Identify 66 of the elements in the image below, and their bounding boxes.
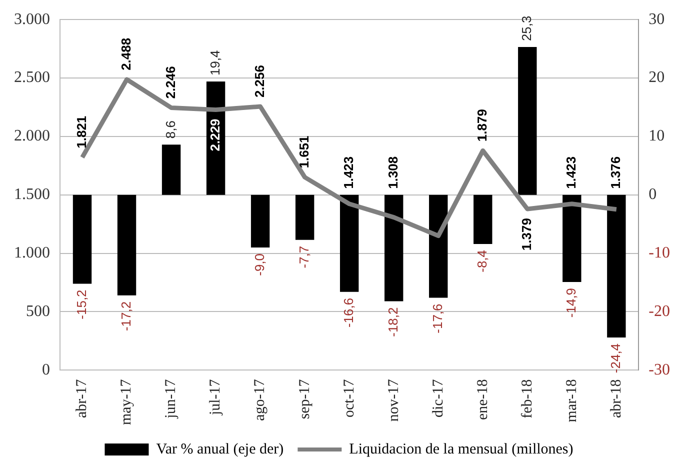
y-tick-label: 1.500 — [14, 186, 50, 204]
bar — [72, 194, 92, 284]
data-label: -17,2 — [118, 301, 134, 332]
data-label: 1.821 — [74, 116, 89, 148]
bar — [117, 194, 136, 296]
y-tick-label: 3.000 — [14, 10, 50, 28]
legend-label: Liquidacion de la mensual (millones) — [349, 441, 574, 458]
y2-tick-label: 30 — [648, 10, 665, 28]
x-tick-label: nov-17 — [386, 378, 402, 422]
data-label: -18,2 — [385, 307, 400, 337]
x-tick-label: may-17 — [118, 378, 135, 426]
x-tick-label: ago-17 — [252, 378, 268, 421]
y-tick-label: 2.500 — [14, 69, 50, 86]
data-label: 1.423 — [563, 156, 578, 189]
bar — [429, 194, 448, 298]
x-tick-label: ene-18 — [474, 379, 491, 420]
data-label: 1.423 — [340, 156, 356, 189]
x-tick-label: sep-17 — [296, 378, 313, 420]
data-label: 8,6 — [162, 120, 178, 139]
bar — [162, 144, 181, 195]
y2-tick-label: 0 — [648, 186, 657, 204]
data-label: 2.256 — [252, 64, 267, 98]
data-label: -15,2 — [74, 290, 89, 320]
bar — [562, 194, 582, 282]
y2-tick-label: -30 — [648, 361, 670, 378]
y-tick-label: 500 — [26, 302, 50, 320]
data-label: 1.651 — [296, 136, 312, 168]
data-label: -17,6 — [430, 304, 445, 334]
data-label: 25,3 — [518, 16, 534, 42]
bar — [340, 194, 359, 292]
data-label: 1.379 — [518, 218, 534, 251]
data-label: -14,9 — [563, 288, 578, 318]
y2-tick-label: 20 — [648, 69, 665, 86]
bar — [518, 47, 537, 195]
bar — [384, 194, 404, 302]
data-label: -7,7 — [296, 246, 312, 268]
data-label: 1.879 — [474, 109, 490, 142]
data-label: 1.308 — [385, 156, 400, 189]
y-tick-label: 2.000 — [14, 128, 50, 145]
bar — [474, 194, 492, 244]
x-tick-label: jul-17 — [208, 378, 224, 416]
data-label: -8,4 — [474, 250, 490, 272]
x-tick-label: oct-17 — [341, 378, 358, 418]
data-label: 2.246 — [162, 66, 178, 99]
x-tick-label: abr-18 — [608, 379, 624, 418]
x-tick-label: abr-17 — [74, 378, 90, 418]
bar — [295, 194, 314, 240]
bar — [607, 194, 626, 338]
data-label: 2.488 — [118, 38, 134, 70]
x-tick-label: feb-18 — [519, 379, 536, 418]
data-label: -9,0 — [252, 253, 267, 276]
data-label: -24,4 — [608, 343, 623, 374]
data-label: 2.229 — [207, 118, 222, 152]
data-label: 19,4 — [207, 50, 222, 76]
y2-tick-label: -20 — [648, 302, 670, 320]
x-tick-label: dic-17 — [430, 378, 446, 418]
y2-tick-label: 10 — [648, 128, 665, 145]
bar — [250, 194, 270, 248]
y-tick-label: 0 — [42, 361, 50, 378]
y2-tick-label: -10 — [648, 244, 670, 262]
x-tick-label: mar-18 — [564, 379, 580, 422]
x-tick-label: jun-17 — [163, 378, 180, 420]
data-label: -16,6 — [340, 298, 356, 328]
data-label: 1.376 — [608, 156, 623, 189]
legend-label: Var % anual (eje der) — [156, 441, 284, 458]
y-tick-label: 1.000 — [14, 244, 50, 262]
